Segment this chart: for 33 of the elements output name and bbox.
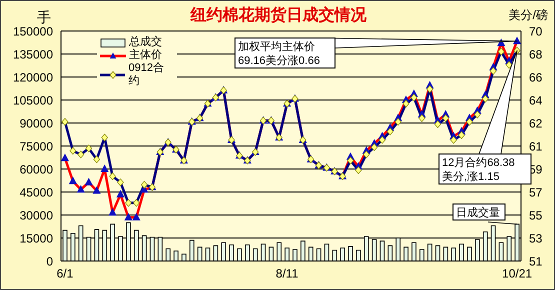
annotation: 加权平均主体价 69.16美分涨0.66: [238, 40, 320, 67]
y-tick-label: 30000: [20, 208, 54, 222]
y-tick-label: 135000: [12, 47, 54, 62]
y-tick-label: 0: [46, 254, 54, 268]
y2-tick-label: 70: [529, 24, 543, 38]
y2-tick-label: 53: [529, 231, 543, 246]
y-tick-label: 60000: [20, 162, 54, 176]
y2-tick-label: 62: [529, 116, 543, 130]
y-tick-label: 45000: [20, 185, 54, 200]
y-tick-label: 105000: [12, 93, 54, 108]
y-tick-label: 90000: [20, 116, 54, 130]
x-tick-label: 10/21: [502, 266, 532, 281]
legend-label: 0912合约: [128, 62, 165, 88]
y2-tick-label: 55: [529, 208, 543, 222]
y2-axis-title: 美分/磅: [508, 7, 548, 24]
legend-label: 总成交: [129, 36, 162, 48]
x-tick-label: 6/1: [56, 266, 74, 281]
y-tick-label: 120000: [12, 70, 54, 84]
y2-tick-label: 66: [529, 70, 543, 84]
y-tick-label: 75000: [20, 139, 54, 154]
y2-tick-label: 64: [529, 93, 543, 108]
chart-title: 纽约棉花期货日成交情况: [190, 5, 366, 24]
y2-tick-label: 68: [529, 47, 543, 62]
legend-label: 主体价: [129, 49, 162, 62]
y-axis-title: 手: [37, 9, 51, 27]
y2-tick-label: 51: [529, 254, 543, 268]
y2-tick-label: 61: [529, 139, 543, 154]
annotation: 日成交量: [456, 206, 500, 219]
y-tick-label: 150000: [12, 24, 54, 38]
annotation: 12月合约68.38 美分,涨1.15: [442, 156, 515, 183]
x-tick-label: 8/11: [276, 266, 299, 281]
y-tick-label: 15000: [20, 231, 54, 246]
y2-tick-label: 57: [529, 185, 543, 200]
